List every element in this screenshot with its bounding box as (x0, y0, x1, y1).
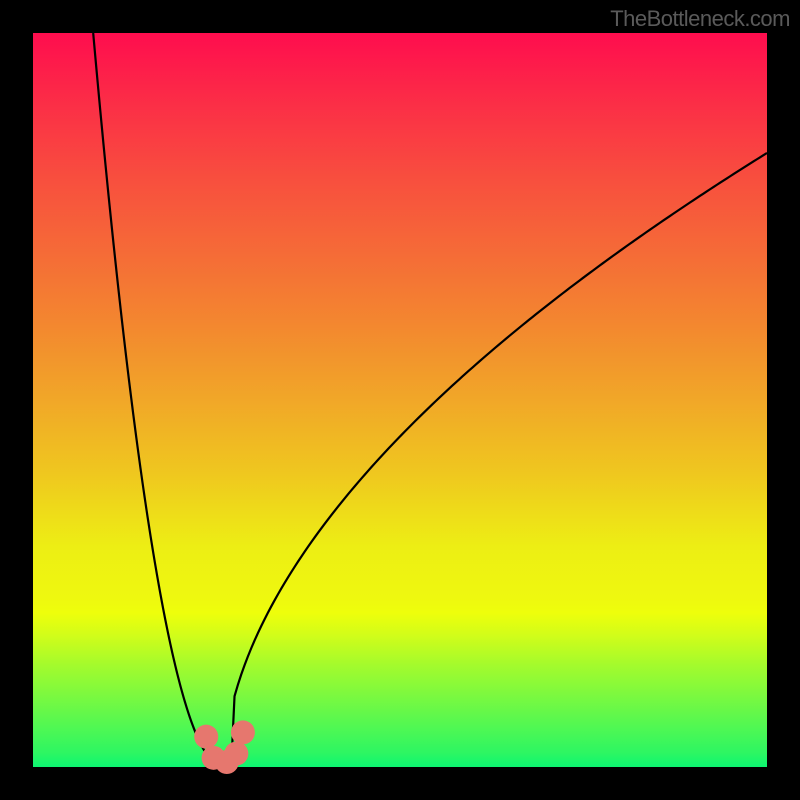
data-marker (231, 720, 255, 744)
plot-area (33, 33, 767, 767)
data-marker (224, 742, 248, 766)
bottleneck-chart (0, 0, 800, 800)
chart-container: TheBottleneck.com (0, 0, 800, 800)
watermark-label: TheBottleneck.com (610, 6, 790, 32)
data-marker (194, 725, 218, 749)
